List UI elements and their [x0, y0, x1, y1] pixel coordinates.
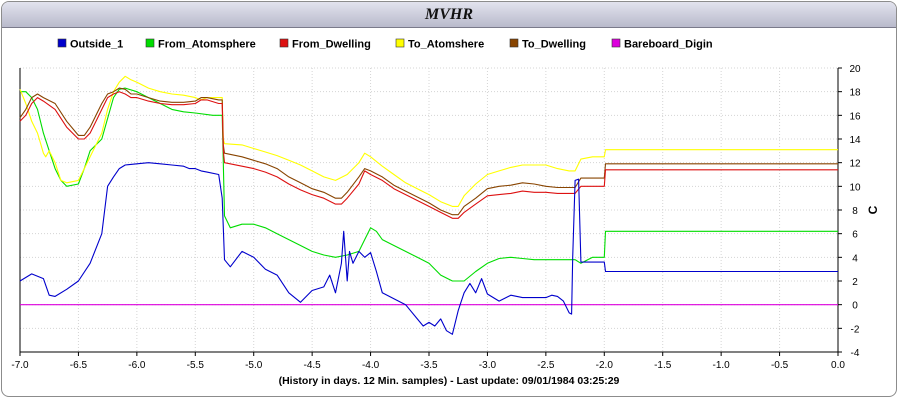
y-tick-label: 14: [849, 135, 861, 146]
x-tick-label: -5.5: [187, 360, 205, 371]
legend-label-bareboard-digin: Bareboard_Digin: [624, 39, 713, 51]
y-tick-label: -2: [851, 324, 860, 335]
y-tick-label: 16: [849, 111, 861, 122]
x-tick-label: 0.0: [831, 360, 845, 371]
legend-swatch-from-atomsphere: [145, 38, 155, 48]
legend-label-to-dwelling: To_Dwelling: [522, 39, 586, 51]
y-tick-label: 6: [852, 230, 858, 241]
legend-label-outside-1: Outside_1: [70, 39, 123, 51]
legend-swatch-bareboard-digin: [611, 38, 621, 48]
x-tick-label: -1.5: [654, 360, 672, 371]
x-tick-label: -2.5: [537, 360, 555, 371]
x-tick-label: -4.5: [304, 360, 322, 371]
x-tick-label: -0.5: [771, 360, 789, 371]
x-tick-label: -6.5: [70, 360, 88, 371]
series-line-from-atomsphere: [20, 87, 838, 282]
y-tick-label: 18: [849, 88, 861, 99]
x-tick-label: -7.0: [11, 360, 29, 371]
series-line-to-atomshere: [19, 75, 838, 207]
y-tick-label: 0: [852, 301, 858, 312]
title-bar: MVHR: [2, 2, 896, 28]
x-tick-label: -4.0: [362, 360, 380, 371]
y-tick-label: 12: [849, 159, 861, 170]
chart-title: MVHR: [424, 6, 473, 23]
y-tick-label: 8: [852, 206, 858, 217]
x-tick-label: -5.0: [245, 360, 263, 371]
x-tick-label: -1.0: [713, 360, 731, 371]
x-tick-label: -3.5: [420, 360, 438, 371]
series-line-outside-1: [19, 162, 838, 335]
y-tick-label: -4: [851, 348, 860, 359]
legend-swatch-to-dwelling: [509, 38, 519, 48]
legend-label-from-dwelling: From_Dwelling: [292, 39, 371, 51]
y-tick-label: 10: [849, 182, 861, 193]
y-tick-label: 20: [849, 64, 861, 75]
y-axis-label: C: [866, 205, 880, 214]
legend-swatch-from-dwelling: [279, 38, 289, 48]
y-tick-label: 2: [852, 277, 858, 288]
series-line-from-dwelling: [19, 91, 838, 219]
series-line-to-dwelling: [19, 87, 838, 216]
x-tick-label: -6.0: [128, 360, 146, 371]
x-axis-label: (History in days. 12 Min. samples) - Las…: [279, 375, 620, 387]
legend-label-from-atomsphere: From_Atomsphere: [158, 39, 256, 51]
legend-swatch-outside-1: [57, 38, 67, 48]
x-tick-label: -3.0: [479, 360, 497, 371]
legend-swatch-to-atomshere: [395, 38, 405, 48]
x-tick-label: -2.0: [596, 360, 614, 371]
y-tick-label: 4: [852, 253, 858, 264]
legend-label-to-atomshere: To_Atomshere: [408, 39, 484, 51]
